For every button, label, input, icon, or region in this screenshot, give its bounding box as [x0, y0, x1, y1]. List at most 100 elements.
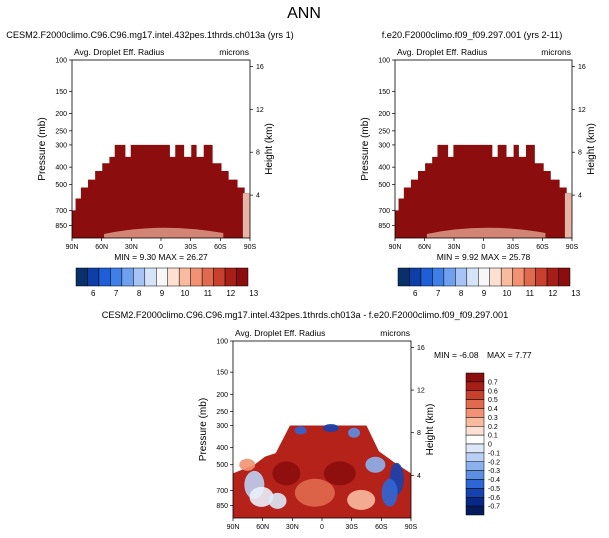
colorbar-swatch: [465, 479, 485, 489]
panel-title: CESM2.F2000climo.C96.C96.mg17.intel.432p…: [102, 310, 509, 320]
panel-subtitle: Avg. Droplet Eff. Radius: [235, 328, 325, 338]
x-tick-label: 0: [320, 524, 324, 531]
colorbar-label: -0.5: [488, 486, 500, 493]
colorbar-label: 9: [160, 289, 165, 298]
colorbar-label: -0.1: [488, 450, 500, 457]
x-tick-label: 60N: [418, 244, 431, 251]
colorbar-swatch: [465, 426, 485, 436]
diff-patch: [365, 456, 386, 473]
x-tick-label: 90N: [389, 244, 402, 251]
y-tick-label: 100: [55, 58, 67, 65]
y-axis-title: Pressure (mb): [37, 117, 48, 180]
colorbar-swatch: [465, 408, 485, 418]
diff-patch: [268, 492, 287, 509]
colorbar-label: 6: [413, 289, 418, 298]
colorbar-swatch: [465, 470, 485, 480]
y-axis-title: Pressure (mb): [198, 398, 209, 461]
colorbar-label: 10: [502, 289, 511, 298]
colorbar-swatch: [236, 267, 249, 287]
colorbar-swatch: [156, 267, 168, 287]
y-right-tick-label: 4: [256, 193, 260, 200]
max-label: MAX = 7.77: [487, 350, 532, 360]
edge-band: [564, 193, 572, 238]
colorbar-swatch: [465, 434, 485, 445]
panel-subtitle: Avg. Droplet Eff. Radius: [74, 47, 164, 57]
y-right-axis-title: Height (km): [586, 123, 597, 175]
colorbar-swatch: [443, 267, 456, 287]
colorbar-label: 0.2: [488, 424, 498, 431]
surface-band: [104, 227, 224, 238]
colorbar-label: 8: [459, 289, 464, 298]
y-right-tick-label: 8: [578, 150, 582, 157]
colorbar-swatch: [397, 267, 410, 287]
colorbar-swatch: [133, 267, 146, 287]
colorbar-swatch: [432, 267, 445, 287]
y-right-tick-label: 4: [417, 473, 421, 480]
colorbar-label: 6: [91, 289, 96, 298]
x-tick-label: 60S: [536, 244, 549, 251]
colorbar-swatch: [465, 417, 485, 427]
colorbar-swatch: [465, 461, 485, 471]
colorbar-swatch: [455, 267, 468, 287]
colorbar-swatch: [465, 390, 485, 400]
colorbar-swatch: [87, 267, 100, 287]
colorbar-swatch: [420, 267, 433, 287]
colorbar-swatch: [465, 505, 485, 516]
panel-difference: CESM2.F2000climo.C96.C96.mg17.intel.432p…: [102, 310, 532, 531]
colorbar-swatch: [201, 267, 214, 287]
min-max-label: MIN = 9.92 MAX = 25.78: [437, 252, 531, 262]
y-right-tick-label: 4: [578, 193, 582, 200]
colorbar-label: -0.4: [488, 477, 500, 484]
panel-units: microns: [541, 47, 571, 57]
y-tick-label: 150: [216, 370, 228, 377]
x-tick-label: 90S: [566, 244, 579, 251]
y-tick-label: 300: [378, 142, 390, 149]
y-right-tick-label: 12: [256, 107, 264, 114]
colorbar-label: -0.2: [488, 459, 500, 466]
colorbar-swatch: [409, 267, 422, 287]
y-tick-label: 150: [378, 89, 390, 96]
colorbar-swatch: [465, 372, 485, 383]
colorbar-swatch: [489, 267, 502, 287]
y-tick-label: 300: [216, 423, 228, 430]
x-tick-label: 30N: [286, 524, 299, 531]
diff-patch: [348, 427, 361, 438]
colorbar-label: -0.7: [488, 504, 500, 511]
y-tick-label: 500: [55, 182, 67, 189]
page-title: ANN: [287, 5, 321, 22]
x-tick-label: 60S: [214, 244, 227, 251]
colorbar-swatch: [465, 443, 485, 454]
y-right-tick-label: 8: [417, 430, 421, 437]
colorbar-label: 9: [482, 289, 487, 298]
x-tick-label: 90N: [227, 524, 240, 531]
y-tick-label: 850: [55, 223, 67, 230]
y-tick-label: 700: [378, 208, 390, 215]
y-tick-label: 700: [216, 488, 228, 495]
colorbar-label: 10: [180, 289, 189, 298]
colorbar-label: 12: [548, 289, 557, 298]
colorbar-swatch: [144, 267, 157, 287]
y-tick-label: 100: [378, 58, 390, 65]
x-tick-label: 60N: [95, 244, 108, 251]
diff-patch: [323, 461, 356, 486]
y-tick-label: 250: [378, 128, 390, 135]
y-tick-label: 250: [55, 128, 67, 135]
colorbar-label: -0.3: [488, 468, 500, 475]
panel-units: microns: [380, 328, 410, 338]
min-max-label: MIN = 9.30 MAX = 26.27: [114, 252, 208, 262]
diff-patch: [294, 478, 335, 507]
colorbar-swatch: [512, 267, 525, 287]
y-tick-label: 400: [55, 165, 67, 172]
colorbar-label: 0.4: [488, 406, 498, 413]
y-tick-label: 300: [55, 142, 67, 149]
y-right-tick-label: 16: [578, 64, 586, 71]
y-tick-label: 200: [216, 392, 228, 399]
x-tick-label: 0: [159, 244, 163, 251]
colorbar-swatch: [167, 267, 180, 287]
colorbar-label: 0.3: [488, 415, 498, 422]
y-tick-label: 500: [216, 462, 228, 469]
y-tick-label: 400: [216, 445, 228, 452]
edge-band: [242, 193, 250, 238]
x-tick-label: 30S: [184, 244, 197, 251]
